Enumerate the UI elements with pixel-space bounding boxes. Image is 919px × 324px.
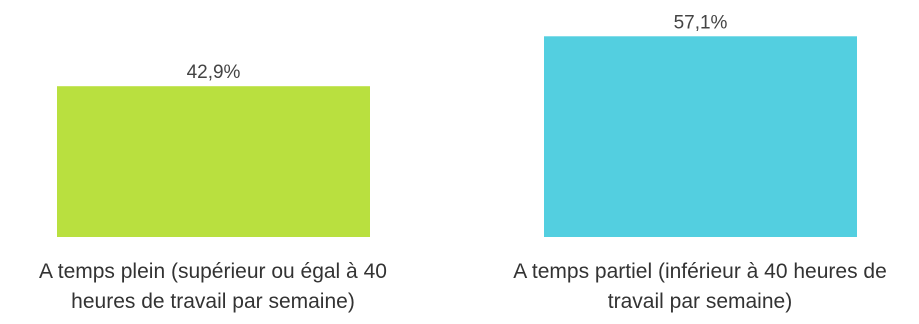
bar-2 [544,36,857,237]
bar-value-label-2: 57,1% [674,12,728,33]
category-label-1-line-2: heures de travail par semaine) [71,290,355,313]
category-label-1-line-1: A temps plein (supérieur ou égal à 40 [39,260,387,283]
bar-value-label-1: 42,9% [187,62,241,83]
category-label-2-line-2: travail par semaine) [608,290,792,313]
category-label-2-line-1: A temps partiel (inférieur à 40 heures d… [513,260,887,283]
bar-1 [57,86,370,237]
